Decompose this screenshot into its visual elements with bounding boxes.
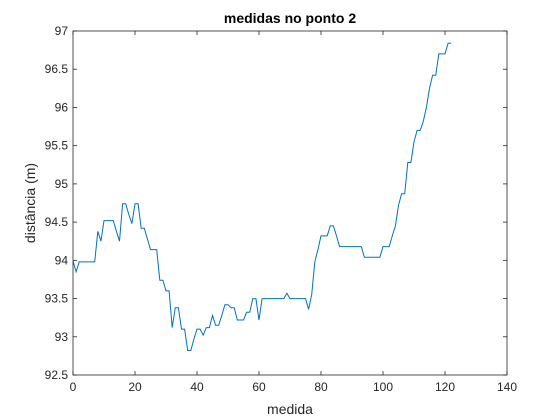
y-tick-label: 95	[55, 177, 69, 191]
x-axis-label: medida	[267, 401, 313, 417]
y-tick-label: 93	[55, 330, 69, 344]
y-tick-label: 94.5	[45, 215, 69, 229]
x-tick-label: 80	[314, 380, 328, 394]
x-tick-label: 0	[70, 380, 77, 394]
plot-area	[73, 31, 507, 375]
y-tick-label: 96.5	[45, 62, 69, 76]
y-tick-label: 94	[55, 253, 69, 267]
y-axis-label: distância (m)	[22, 163, 38, 243]
axes-box	[72, 30, 508, 376]
x-tick-label: 40	[190, 380, 204, 394]
x-tick-label: 100	[373, 380, 393, 394]
x-tick-label: 140	[497, 380, 517, 394]
y-axis-ticks: 92.5 93 93.5 94 94.5 95 95.5 96 96.5 97	[45, 24, 507, 382]
y-tick-label: 95.5	[45, 139, 69, 153]
x-tick-label: 120	[435, 380, 455, 394]
x-tick-label: 60	[252, 380, 266, 394]
y-tick-label: 93.5	[45, 292, 69, 306]
y-tick-label: 97	[55, 24, 69, 38]
y-tick-label: 92.5	[45, 368, 69, 382]
series-line	[72, 42, 452, 351]
chart-title: medidas no ponto 2	[224, 10, 356, 26]
x-axis-ticks: 0 20 40 60 80 100 120 140	[70, 31, 517, 394]
x-tick-label: 20	[128, 380, 142, 394]
y-tick-label: 96	[55, 100, 69, 114]
